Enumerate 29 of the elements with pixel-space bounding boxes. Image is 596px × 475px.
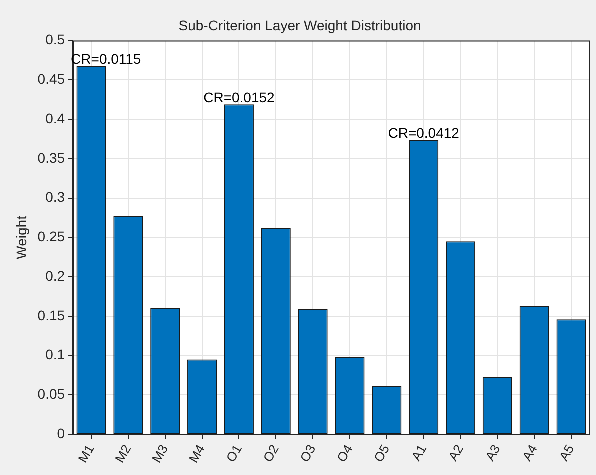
x-tick-label: A5: [556, 442, 578, 464]
x-tick-label: M2: [112, 442, 134, 466]
y-axis-title: Weight: [13, 216, 30, 260]
y-tick-label: 0: [57, 425, 66, 442]
x-tick-label: A4: [519, 442, 540, 464]
y-tick-label: 0.15: [38, 307, 66, 324]
y-tick-label: 0.1: [46, 346, 66, 363]
x-tick-label: A3: [482, 442, 504, 464]
annotation: CR=0.0152: [204, 89, 276, 106]
y-tick-label: 0.35: [38, 150, 66, 166]
x-tick-label: M4: [186, 442, 208, 466]
chart-title: Sub-Criterion Layer Weight Distribution: [178, 17, 422, 34]
y-tick-label: 0.05: [38, 386, 66, 402]
x-tick-label: O3: [297, 442, 319, 465]
y-tick-label: 0.5: [46, 32, 66, 48]
annotation: CR=0.0412: [388, 124, 460, 141]
x-tick-label: O4: [334, 442, 356, 465]
y-tick-label: 0.2: [46, 268, 66, 284]
y-tick-label: 0.25: [38, 228, 66, 245]
x-tick-label: A2: [446, 442, 466, 464]
x-tick-label: M3: [149, 442, 172, 466]
x-tick-label: O5: [370, 442, 393, 465]
x-tick-label: M1: [75, 442, 98, 466]
y-tick-label: 0.4: [46, 110, 66, 126]
y-tick-label: 0.45: [38, 71, 66, 88]
x-tick-label: O2: [260, 442, 282, 465]
x-tick-label: O1: [223, 442, 245, 465]
x-tick-label: A1: [408, 442, 430, 464]
y-tick-label: 0.3: [46, 189, 66, 206]
